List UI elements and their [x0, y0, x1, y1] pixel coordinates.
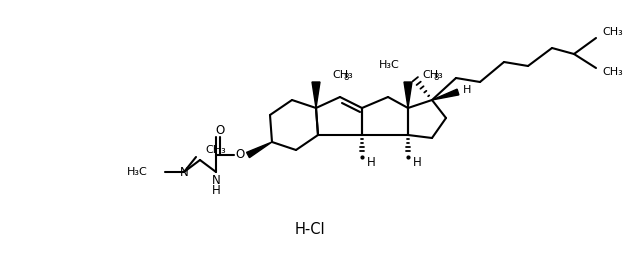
Polygon shape	[404, 82, 412, 108]
Text: H: H	[367, 156, 376, 169]
Text: H: H	[413, 156, 422, 169]
Text: CH₃: CH₃	[422, 70, 443, 80]
Polygon shape	[432, 89, 459, 100]
Text: N: N	[180, 165, 188, 179]
Text: CH₃: CH₃	[602, 27, 623, 37]
Polygon shape	[246, 142, 272, 158]
Text: 8: 8	[343, 73, 348, 82]
Text: H: H	[212, 184, 220, 196]
Text: H: H	[463, 85, 472, 95]
Text: CH₃: CH₃	[205, 145, 226, 155]
Text: 8: 8	[433, 73, 438, 82]
Text: H₃C: H₃C	[127, 167, 148, 177]
Text: CH₃: CH₃	[332, 70, 353, 80]
Text: N: N	[212, 174, 220, 186]
Text: H₃C: H₃C	[380, 60, 400, 70]
Text: O: O	[236, 149, 244, 161]
Polygon shape	[312, 82, 320, 108]
Text: H-Cl: H-Cl	[294, 222, 325, 237]
Text: O: O	[216, 124, 225, 136]
Text: CH₃: CH₃	[602, 67, 623, 77]
